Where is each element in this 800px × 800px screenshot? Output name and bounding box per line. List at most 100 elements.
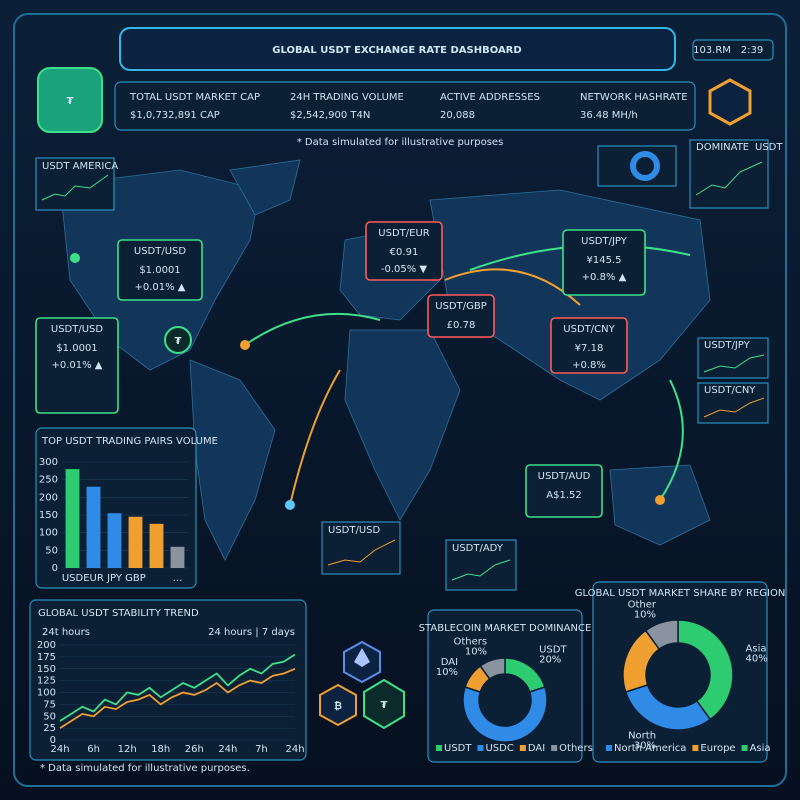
chart-title: TOP USDT TRADING PAIRS VOLUME <box>41 436 218 447</box>
y-tick-label: 100 <box>37 688 56 699</box>
rate-pair: USDT/CNY <box>563 324 615 335</box>
rate-card <box>562 229 646 296</box>
x-tick-label: USD <box>62 573 84 584</box>
y-tick-label: 0 <box>52 563 58 574</box>
mini-label: USDT AMERICA <box>42 161 118 172</box>
tether-node <box>164 326 192 354</box>
title: GLOBAL USDT EXCHANGE RATE DASHBOARD <box>272 45 521 56</box>
legend-label: USDT <box>444 743 472 754</box>
stat-value: $1,0,732,891 CAP <box>130 110 220 121</box>
x-tick-label: 24h <box>50 744 69 755</box>
sparkline <box>327 539 396 566</box>
mini-panel <box>35 157 115 211</box>
legend-swatch <box>436 745 442 751</box>
rate-value: $1.0001 <box>139 265 180 276</box>
rate-pair: USDT/AUD <box>538 471 591 482</box>
stat-value: 36.48 MH/h <box>580 110 638 121</box>
rate-value: ¥145.5 <box>587 255 622 266</box>
bar <box>149 523 164 568</box>
range-toggle: 24 hours | 7 days <box>208 627 295 638</box>
stat-label: 24H TRADING VOLUME <box>290 92 404 103</box>
y-tick-label: 125 <box>37 676 56 687</box>
y-tick-label: 175 <box>37 652 56 663</box>
slice-name: Others <box>453 637 487 648</box>
mini-label: DOMINATE <box>696 142 749 153</box>
slice-label: 20% <box>539 655 561 666</box>
map-node <box>70 253 80 263</box>
tether-logo <box>37 67 103 133</box>
x-tick-label: JPY <box>106 573 123 584</box>
mini-panel <box>445 539 517 591</box>
mini-label: USDT/JPY <box>704 340 751 351</box>
map-node <box>285 500 295 510</box>
tether-glyph: ₮ <box>381 700 388 711</box>
legend-label: Others <box>559 743 593 754</box>
donut-panel <box>592 581 768 763</box>
rate-card <box>550 317 628 374</box>
x-tick-label: 12h <box>118 744 137 755</box>
tether-glyph: ₮ <box>67 96 74 107</box>
rate-value: £0.78 <box>447 320 476 331</box>
legend-label: North America <box>614 743 686 754</box>
btc-glyph: ₿ <box>334 700 342 712</box>
rate-pair: USDT/EUR <box>378 228 429 239</box>
rate-value: $1.0001 <box>56 343 97 354</box>
rate-value: ¥7.18 <box>575 343 604 354</box>
x-tick-label: 18h <box>151 744 170 755</box>
hex-icon <box>708 78 752 126</box>
stats-bar <box>114 81 696 131</box>
sparkline <box>451 559 511 581</box>
rate-card <box>117 239 203 301</box>
rate-pair: USDT/USD <box>134 246 187 257</box>
crypto-icons: ₿ ₮ <box>319 640 405 730</box>
sparkline <box>703 397 765 418</box>
map-node <box>240 340 250 350</box>
bar <box>65 469 80 568</box>
map-node <box>655 495 665 505</box>
x-tick-label: 26h <box>185 744 204 755</box>
x-tick-label: 24h <box>285 744 304 755</box>
mini-panel <box>689 139 769 209</box>
legend-swatch <box>606 745 612 751</box>
footer: * Data simulated for illustrative purpos… <box>40 763 250 774</box>
flow-arc <box>659 379 684 501</box>
donut-slice <box>479 657 506 681</box>
rate-change: +0.8% <box>572 360 606 371</box>
slice-label: 10% <box>436 667 458 678</box>
status: 103.RM <box>693 45 731 56</box>
legend-swatch <box>741 745 748 751</box>
chart-title: STABLECOIN MARKET DOMINANCE <box>419 623 592 634</box>
map-land <box>344 329 461 521</box>
y-tick-label: 100 <box>39 528 58 539</box>
legend-swatch <box>551 745 558 751</box>
title-box <box>119 27 676 71</box>
rate-pair: USDT/USD <box>51 324 104 335</box>
rate-change: +0.8% ▲ <box>582 272 627 283</box>
x-tick-label: 24h <box>218 744 237 755</box>
rate-pair: USDT/GBP <box>435 301 486 312</box>
slice-label: 40% <box>746 654 768 665</box>
chart-subtitle: 24t hours <box>42 627 90 638</box>
rate-card <box>525 464 603 518</box>
rate-pair: USDT/JPY <box>581 236 628 247</box>
chart-title: GLOBAL USDT STABILITY TREND <box>38 608 199 619</box>
legend-label: Asia <box>750 743 771 754</box>
mini-label: USDT <box>755 142 783 153</box>
rate-value: A$1.52 <box>546 490 581 501</box>
status: 2:39 <box>741 45 763 56</box>
y-tick-label: 50 <box>43 711 56 722</box>
note: * Data simulated for illustrative purpos… <box>297 137 504 148</box>
legend-label: USDC <box>485 743 513 754</box>
map-land <box>229 159 301 216</box>
x-tick-label: ... <box>173 573 183 584</box>
mini-label: USDT/ADY <box>452 543 504 554</box>
y-tick-label: 0 <box>50 735 56 746</box>
stat-value: 20,088 <box>440 110 475 121</box>
x-tick-label: 6h <box>87 744 100 755</box>
slice-name: North <box>628 731 656 742</box>
series-line <box>59 667 296 729</box>
y-tick-label: 300 <box>39 457 58 468</box>
mini-donut <box>630 151 660 181</box>
mini-panel <box>697 382 769 424</box>
frame <box>13 13 787 787</box>
